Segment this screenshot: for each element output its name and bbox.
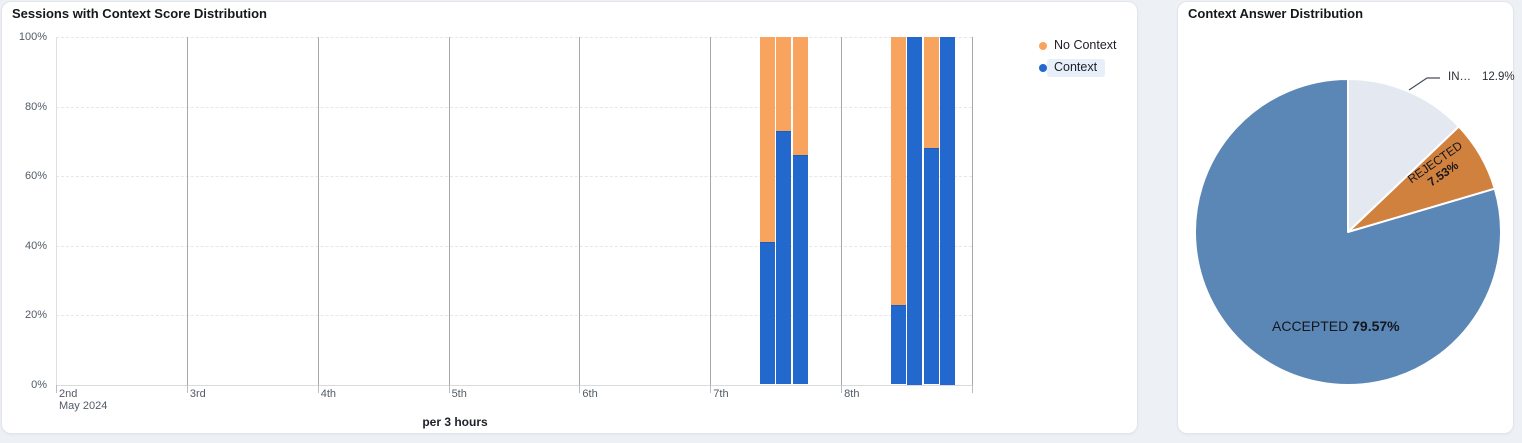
x-tick-label: 5th bbox=[451, 388, 467, 400]
v-gridline bbox=[579, 37, 581, 385]
bar-segment-context[interactable] bbox=[939, 37, 955, 385]
x-axis-tick bbox=[56, 385, 57, 393]
bar-segment-context[interactable] bbox=[760, 242, 776, 384]
bar-segment-no-context[interactable] bbox=[776, 37, 792, 131]
h-gridline bbox=[56, 245, 972, 247]
x-axis-tick bbox=[579, 385, 581, 393]
context-answer-panel: Context Answer Distribution IN… 12.9% REJE… bbox=[1177, 1, 1515, 434]
h-gridline bbox=[56, 315, 972, 317]
x-axis-tick bbox=[841, 385, 843, 393]
chart-legend: No Context Context bbox=[1039, 37, 1117, 81]
x-tick-label: 8th bbox=[844, 388, 860, 400]
legend-item-no-context[interactable]: No Context bbox=[1039, 37, 1117, 54]
x-tick-label: 6th bbox=[582, 388, 598, 400]
bar-segment-no-context[interactable] bbox=[890, 37, 906, 305]
pie-svg bbox=[1194, 77, 1502, 386]
y-axis-label: 80% bbox=[24, 100, 47, 113]
legend-dot-no-context-icon bbox=[1039, 41, 1047, 50]
x-axis-tick bbox=[972, 385, 973, 393]
panel-title-answers: Context Answer Distribution bbox=[1188, 6, 1364, 21]
pie-label-in: IN… 12.9% bbox=[1448, 71, 1515, 83]
legend-dot-context-icon bbox=[1039, 63, 1047, 72]
v-gridline bbox=[56, 37, 57, 385]
x-tick-label: 4th bbox=[320, 388, 336, 400]
pie-callout-line bbox=[1408, 77, 1440, 91]
x-axis-line bbox=[56, 385, 973, 386]
x-axis-title: per 3 hours bbox=[422, 415, 488, 429]
y-axis-label: 0% bbox=[31, 379, 47, 391]
v-gridline bbox=[841, 37, 843, 385]
x-tick-label: 3rd bbox=[189, 388, 206, 400]
pie-chart[interactable]: IN… 12.9% REJECTED 7.53% ACCEPTED 79.57% bbox=[1178, 2, 1515, 433]
x-axis-tick bbox=[448, 385, 450, 393]
bar-segment-context[interactable] bbox=[907, 37, 923, 385]
pie-label-accepted: ACCEPTED 79.57% bbox=[1272, 318, 1400, 334]
x-axis-tick bbox=[317, 385, 319, 393]
v-gridline bbox=[317, 37, 319, 385]
panel-title-sessions: Sessions with Context Score Distribution bbox=[12, 6, 267, 21]
legend-label-no-context: No Context bbox=[1054, 38, 1117, 52]
stacked-bar-chart[interactable]: 0% 20% 40% 60% 80% 100% 2nd May 2024 3rd 4th 5th 6t… bbox=[2, 2, 1137, 433]
h-gridline bbox=[56, 106, 972, 108]
bar-segment-no-context[interactable] bbox=[760, 37, 776, 243]
x-tick-label: 2nd bbox=[59, 388, 78, 400]
y-axis-label: 20% bbox=[24, 309, 47, 322]
sessions-context-panel: Sessions with Context Score Distribution… bbox=[1, 1, 1138, 434]
v-gridline bbox=[710, 37, 712, 385]
bar-segment-no-context[interactable] bbox=[792, 37, 808, 156]
pie-slice-in[interactable] bbox=[1347, 78, 1460, 233]
y-axis-label: 100% bbox=[18, 31, 47, 43]
y-axis-label: 60% bbox=[24, 170, 47, 183]
h-gridline bbox=[56, 176, 972, 178]
pie-slice-accepted[interactable] bbox=[1194, 78, 1502, 386]
v-gridline bbox=[186, 37, 188, 385]
bar-segment-context[interactable] bbox=[792, 155, 808, 384]
bar-segment-no-context[interactable] bbox=[923, 37, 939, 149]
legend-label-context: Context bbox=[1047, 58, 1106, 77]
y-axis-label: 40% bbox=[24, 239, 47, 252]
legend-item-context[interactable]: Context bbox=[1039, 58, 1117, 77]
h-gridline bbox=[56, 37, 972, 38]
x-axis-tick bbox=[186, 385, 188, 393]
x-axis-tick bbox=[710, 385, 712, 393]
bar-segment-context[interactable] bbox=[776, 130, 792, 384]
v-gridline bbox=[448, 37, 450, 385]
v-gridline bbox=[972, 37, 973, 385]
bar-segment-context[interactable] bbox=[923, 148, 939, 384]
x-tick-label: 7th bbox=[713, 388, 729, 400]
x-tick-sub-label: May 2024 bbox=[59, 400, 108, 412]
bar-segment-context[interactable] bbox=[890, 304, 906, 384]
